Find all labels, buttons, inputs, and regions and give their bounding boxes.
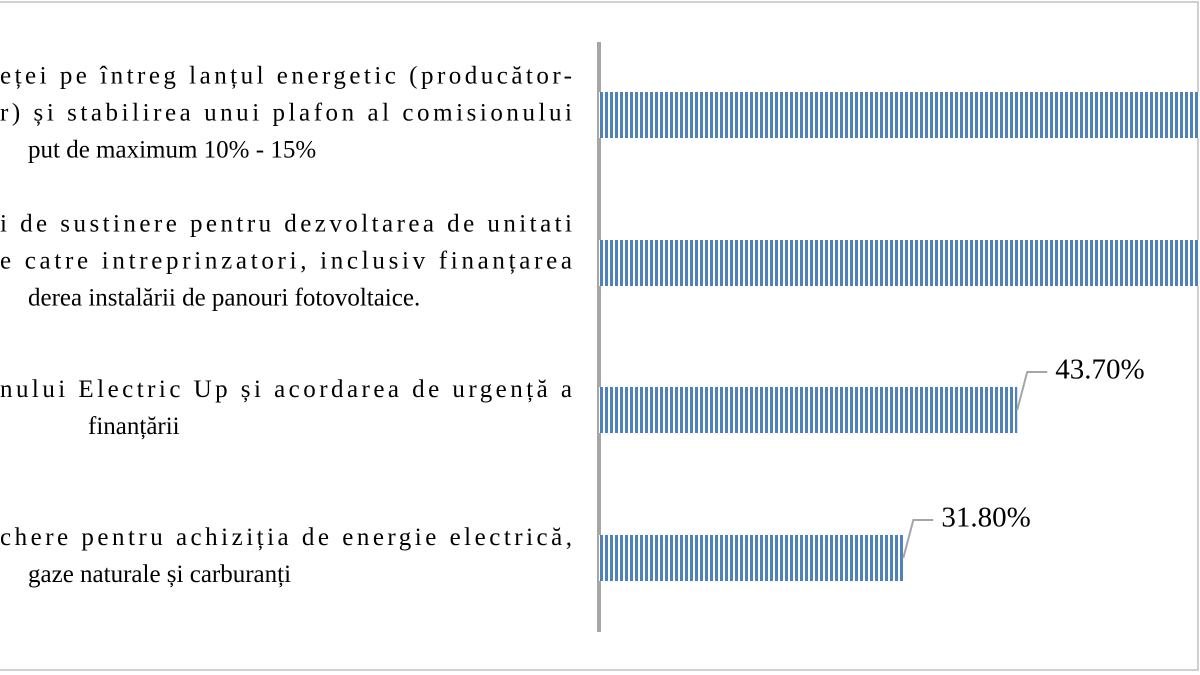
category-label: derea instalării de panouri fotovoltaice… [28,285,420,312]
leader-line [902,519,934,559]
value-label: 31.80% [941,502,1030,534]
category-label: gaze naturale și carburanți [28,561,291,588]
bar [599,387,1018,433]
category-label: i de sustinere pentru dezvoltarea de uni… [0,211,572,238]
category-label: finanțării [88,413,180,440]
category-label: nului Electric Up și acordarea de urgenț… [0,376,572,403]
category-label: r) și stabilirea unui plafon al comision… [0,100,572,127]
bar [599,240,1200,286]
value-label: 43.70% [1055,354,1144,386]
category-label: e catre intreprinzatori, inclusiv finanț… [0,248,572,275]
category-label: put de maximum 10% - 15% [28,137,316,164]
leader-line [1016,371,1048,411]
category-label: chere pentru achiziția de energie electr… [0,524,572,551]
bar [599,92,1200,138]
bar [599,535,904,581]
category-label: eței pe întreg lanțul energetic (producă… [0,63,572,90]
